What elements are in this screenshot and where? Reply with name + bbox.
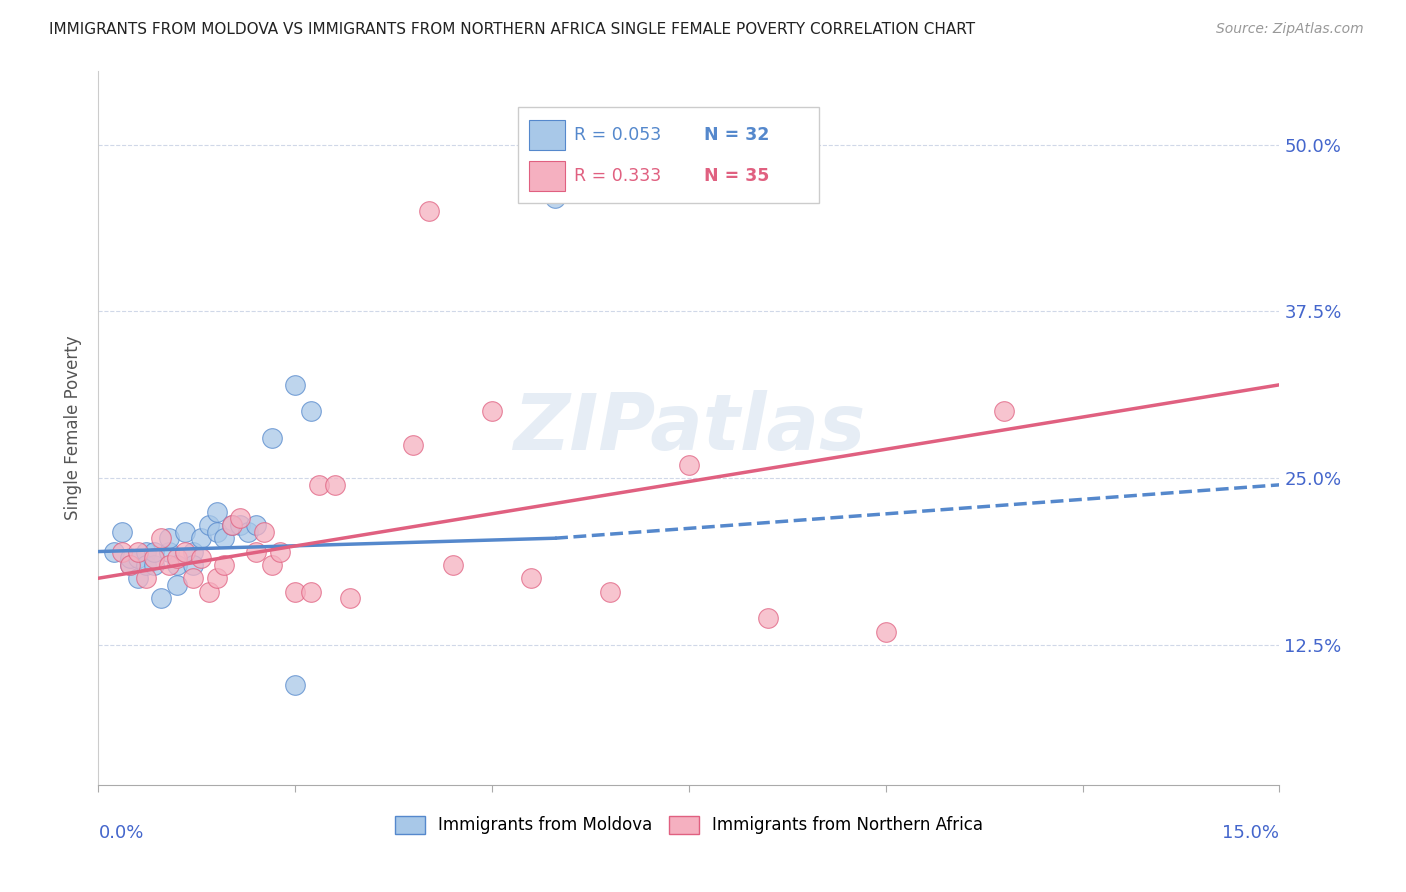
Point bbox=[245, 517, 267, 532]
Point bbox=[299, 584, 322, 599]
Point bbox=[174, 544, 197, 558]
Text: Source: ZipAtlas.com: Source: ZipAtlas.com bbox=[1216, 22, 1364, 37]
Legend: Immigrants from Moldova, Immigrants from Northern Africa: Immigrants from Moldova, Immigrants from… bbox=[388, 809, 990, 841]
Point bbox=[323, 478, 346, 492]
Point bbox=[339, 591, 361, 606]
Point bbox=[142, 558, 165, 572]
Point bbox=[127, 544, 149, 558]
Point bbox=[166, 558, 188, 572]
Point bbox=[308, 478, 330, 492]
Point bbox=[205, 524, 228, 539]
Point bbox=[181, 571, 204, 585]
Point bbox=[214, 531, 236, 545]
Point bbox=[111, 544, 134, 558]
Point bbox=[544, 191, 567, 205]
Point bbox=[166, 578, 188, 592]
Point bbox=[599, 584, 621, 599]
Point bbox=[284, 584, 307, 599]
Y-axis label: Single Female Poverty: Single Female Poverty bbox=[65, 336, 83, 520]
Point bbox=[174, 524, 197, 539]
Point bbox=[127, 571, 149, 585]
Point bbox=[118, 551, 141, 566]
Text: ZIPatlas: ZIPatlas bbox=[513, 390, 865, 467]
Point bbox=[197, 584, 219, 599]
Point bbox=[150, 531, 173, 545]
Point bbox=[284, 678, 307, 692]
Point bbox=[118, 558, 141, 572]
Point bbox=[214, 558, 236, 572]
Point bbox=[197, 517, 219, 532]
Point bbox=[678, 458, 700, 472]
Point bbox=[402, 438, 425, 452]
Point bbox=[157, 558, 180, 572]
FancyBboxPatch shape bbox=[517, 107, 818, 203]
Text: IMMIGRANTS FROM MOLDOVA VS IMMIGRANTS FROM NORTHERN AFRICA SINGLE FEMALE POVERTY: IMMIGRANTS FROM MOLDOVA VS IMMIGRANTS FR… bbox=[49, 22, 976, 37]
Text: N = 35: N = 35 bbox=[704, 167, 769, 185]
Point bbox=[142, 544, 165, 558]
Point bbox=[205, 571, 228, 585]
Point bbox=[221, 517, 243, 532]
Point bbox=[142, 551, 165, 566]
Point bbox=[441, 558, 464, 572]
Point bbox=[181, 558, 204, 572]
Point bbox=[150, 591, 173, 606]
Point bbox=[103, 544, 125, 558]
Point bbox=[520, 571, 543, 585]
Point bbox=[205, 504, 228, 518]
Point bbox=[157, 544, 180, 558]
Point bbox=[190, 551, 212, 566]
Point bbox=[481, 404, 503, 418]
Point bbox=[229, 511, 252, 525]
Point bbox=[135, 544, 157, 558]
Point bbox=[756, 611, 779, 625]
Point bbox=[181, 544, 204, 558]
Point bbox=[221, 517, 243, 532]
FancyBboxPatch shape bbox=[530, 120, 565, 150]
Point bbox=[260, 558, 283, 572]
Point bbox=[245, 544, 267, 558]
Point bbox=[993, 404, 1015, 418]
Text: 15.0%: 15.0% bbox=[1222, 824, 1279, 842]
Point bbox=[260, 431, 283, 445]
Point bbox=[157, 531, 180, 545]
Text: R = 0.053: R = 0.053 bbox=[575, 126, 662, 144]
Point bbox=[236, 524, 259, 539]
Text: R = 0.333: R = 0.333 bbox=[575, 167, 662, 185]
Point bbox=[418, 204, 440, 219]
FancyBboxPatch shape bbox=[530, 161, 565, 191]
Point bbox=[875, 624, 897, 639]
Text: 0.0%: 0.0% bbox=[98, 824, 143, 842]
Point bbox=[166, 551, 188, 566]
Point bbox=[229, 517, 252, 532]
Point bbox=[111, 524, 134, 539]
Point bbox=[118, 558, 141, 572]
Point bbox=[135, 571, 157, 585]
Point bbox=[127, 551, 149, 566]
Point bbox=[299, 404, 322, 418]
Point bbox=[269, 544, 291, 558]
Point bbox=[190, 531, 212, 545]
Point bbox=[253, 524, 276, 539]
Text: N = 32: N = 32 bbox=[704, 126, 769, 144]
Point bbox=[284, 377, 307, 392]
Point bbox=[135, 558, 157, 572]
